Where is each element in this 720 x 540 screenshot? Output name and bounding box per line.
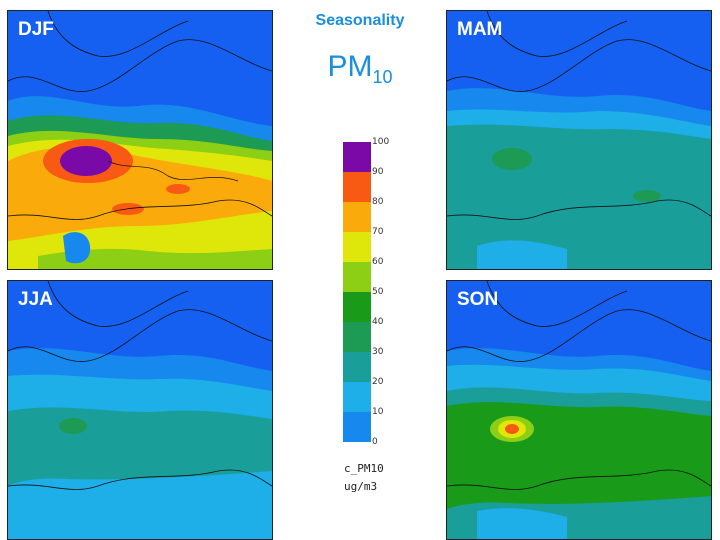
panel-label-jja: JJA bbox=[18, 289, 53, 310]
legend-tick-label: 10 bbox=[372, 407, 384, 417]
panel-label-djf: DJF bbox=[18, 19, 54, 40]
legend-color-box bbox=[343, 262, 371, 292]
legend-color-box bbox=[343, 172, 371, 202]
legend-variable: c_PM10 bbox=[344, 462, 384, 475]
legend-tick-label: 80 bbox=[372, 197, 384, 207]
legend-tick-label: 20 bbox=[372, 377, 384, 387]
legend-tick-label: 90 bbox=[372, 167, 384, 177]
legend-color-box bbox=[343, 322, 371, 352]
color-legend bbox=[343, 142, 371, 442]
legend-tick-label: 40 bbox=[372, 317, 384, 327]
legend-color-box bbox=[343, 142, 371, 172]
map-panel-djf: DJF bbox=[7, 10, 273, 270]
legend-color-box bbox=[343, 382, 371, 412]
legend-tick-label: 100 bbox=[372, 137, 390, 147]
legend-color-box bbox=[343, 232, 371, 262]
map-panel-jja: JJA bbox=[7, 280, 273, 540]
figure-title: Seasonality bbox=[315, 12, 405, 29]
legend-tick-label: 60 bbox=[372, 257, 384, 267]
legend-color-box bbox=[343, 352, 371, 382]
panel-label-mam: MAM bbox=[457, 19, 503, 40]
map-panel-son: SON bbox=[446, 280, 712, 540]
legend-tick-label: 0 bbox=[372, 437, 378, 447]
legend-unit: ug/m3 bbox=[344, 480, 378, 493]
panel-label-son: SON bbox=[457, 289, 499, 310]
map-panel-mam: MAM bbox=[446, 10, 712, 270]
legend-color-box bbox=[343, 412, 371, 442]
legend-tick-label: 50 bbox=[372, 287, 384, 297]
legend-tick-label: 30 bbox=[372, 347, 384, 357]
pollutant-label: PM10 bbox=[327, 50, 393, 87]
legend-tick-label: 70 bbox=[372, 227, 384, 237]
legend-color-box bbox=[343, 202, 371, 232]
legend-color-box bbox=[343, 292, 371, 322]
